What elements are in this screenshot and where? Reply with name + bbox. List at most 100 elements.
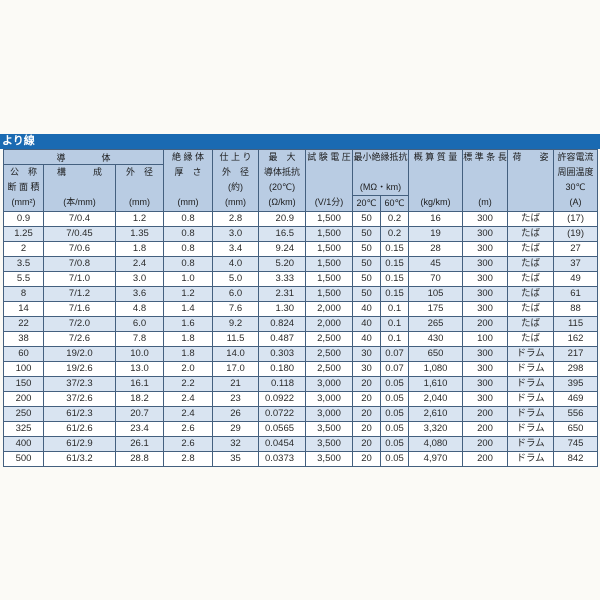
table-cell: 49 (553, 271, 599, 287)
table-cell: 300 (462, 271, 509, 287)
table-cell: ドラム (507, 391, 555, 407)
table-cell: (19) (553, 226, 599, 242)
table-cell: 0.07 (380, 346, 410, 362)
table-cell: 7.6 (212, 301, 260, 317)
table-cell: 20 (352, 451, 382, 467)
table-cell: 9.24 (258, 241, 307, 257)
table-cell: 10.0 (114, 346, 165, 362)
table-row: 14 7/1.6 4.8 1.4 7.6 1.30 2,000 40 0.1 175 300 たば 88 (3, 301, 599, 317)
table-cell: 45 (408, 256, 464, 272)
table-cell: 4.0 (212, 256, 260, 272)
table-cell: 4,080 (408, 436, 464, 452)
table-cell: 395 (553, 376, 599, 392)
table-cell: 1.8 (163, 346, 214, 362)
table-cell: 29 (212, 421, 260, 437)
table-cell: 3,000 (305, 376, 354, 392)
table-row: 60 19/2.0 10.0 1.8 14.0 0.303 2,500 30 0.07 650 30… (3, 346, 599, 362)
header-cell-packing: 荷 姿 (507, 149, 555, 212)
table-cell: 37/2.3 (43, 376, 116, 392)
table-cell: 200 (462, 421, 509, 437)
table-cell: 50 (352, 286, 382, 302)
table-cell: 8 (3, 286, 44, 302)
table-cell: 38 (3, 331, 44, 347)
table-cell: 61/3.2 (43, 451, 116, 467)
table-cell: 100 (3, 361, 44, 377)
table-cell: 28 (408, 241, 464, 257)
table-cell: 3,500 (305, 436, 354, 452)
header-cell-stranding: 構 成 (本/mm) (43, 164, 116, 212)
table-cell: たば (507, 316, 555, 332)
table-cell: 7/1.6 (43, 301, 116, 317)
table-row: 38 7/2.6 7.8 1.8 11.5 0.487 2,500 40 0.1 430 100 たば… (3, 331, 599, 347)
table-cell: 2.6 (163, 421, 214, 437)
table-cell: 300 (462, 211, 509, 227)
table-cell: 1.25 (3, 226, 44, 242)
table-cell: 30 (352, 346, 382, 362)
table-cell: 5.0 (212, 271, 260, 287)
table-cell: 0.8 (163, 226, 214, 242)
table-cell: 0.15 (380, 286, 410, 302)
table-cell: 7/0.45 (43, 226, 116, 242)
table-cell: 40 (352, 316, 382, 332)
table-cell: 0.2 (380, 226, 410, 242)
table-cell: 1.8 (114, 241, 165, 257)
header-group-conductor: 導 体 (2, 149, 165, 165)
header-cell-20c: 20℃ (352, 195, 382, 212)
table-cell: 26 (212, 406, 260, 422)
table-cell: 20 (352, 406, 382, 422)
table-cell: 3,000 (305, 406, 354, 422)
table-cell: 3.6 (114, 286, 165, 302)
table-cell: 50 (352, 211, 382, 227)
table-cell: 14.0 (212, 346, 260, 362)
table-cell: 7/0.4 (43, 211, 116, 227)
table-cell: 0.05 (380, 451, 410, 467)
table-cell: 35 (212, 451, 260, 467)
table-cell: 0.180 (258, 361, 307, 377)
table-cell: 105 (408, 286, 464, 302)
table-cell: 7/1.0 (43, 271, 116, 287)
table-cell: 2,610 (408, 406, 464, 422)
table-cell: 0.8 (163, 241, 214, 257)
table-cell: 300 (462, 391, 509, 407)
table-row: 0.9 7/0.4 1.2 0.8 2.8 20.9 1,500 50 0.2 16 300 たば (1… (3, 211, 599, 227)
table-cell: 2.31 (258, 286, 307, 302)
section-title-bar: より線 (0, 134, 600, 149)
table-cell: 0.2 (380, 211, 410, 227)
table-cell: 0.1 (380, 316, 410, 332)
table-cell: 0.05 (380, 406, 410, 422)
table-cell: 1.2 (114, 211, 165, 227)
table-cell: 2,500 (305, 361, 354, 377)
table-cell: 7/0.6 (43, 241, 116, 257)
table-cell: 250 (3, 406, 44, 422)
table-row: 250 61/2.3 20.7 2.4 26 0.0722 3,000 20 0.05 2,610… (3, 406, 599, 422)
table-cell: 20 (352, 421, 382, 437)
table-cell: 7/0.8 (43, 256, 116, 272)
table-cell: たば (507, 211, 555, 227)
table-cell: 2,040 (408, 391, 464, 407)
table-cell: 325 (3, 421, 44, 437)
header-cell-allowable-current: 許容電流 周囲温度 30℃ (A) (553, 149, 599, 212)
table-cell: 61/2.6 (43, 421, 116, 437)
table-cell: 2.4 (114, 256, 165, 272)
table-row: 8 7/1.2 3.6 1.2 6.0 2.31 1,500 50 0.15 105 300 たば 61 (3, 286, 599, 302)
table-cell: 298 (553, 361, 599, 377)
table-cell: 0.0922 (258, 391, 307, 407)
table-cell: 0.8 (163, 211, 214, 227)
table-cell: 2.0 (163, 361, 214, 377)
table-row: 100 19/2.6 13.0 2.0 17.0 0.180 2,500 30 0.07 1,08… (3, 361, 599, 377)
table-cell: 26.1 (114, 436, 165, 452)
table-cell: 469 (553, 391, 599, 407)
table-cell: 0.118 (258, 376, 307, 392)
table-cell: 1.4 (163, 301, 214, 317)
table-cell: ドラム (507, 406, 555, 422)
table-cell: 3.33 (258, 271, 307, 287)
header-cell-approx-mass: 概 算 質 量 (kg/km) (408, 149, 464, 212)
table-cell: 28.8 (114, 451, 165, 467)
table-cell: 40 (352, 331, 382, 347)
table-cell: 1,500 (305, 286, 354, 302)
table-cell: 3,000 (305, 391, 354, 407)
table-cell: 115 (553, 316, 599, 332)
table-cell: 300 (462, 241, 509, 257)
table-cell: 0.0373 (258, 451, 307, 467)
table-cell: たば (507, 286, 555, 302)
